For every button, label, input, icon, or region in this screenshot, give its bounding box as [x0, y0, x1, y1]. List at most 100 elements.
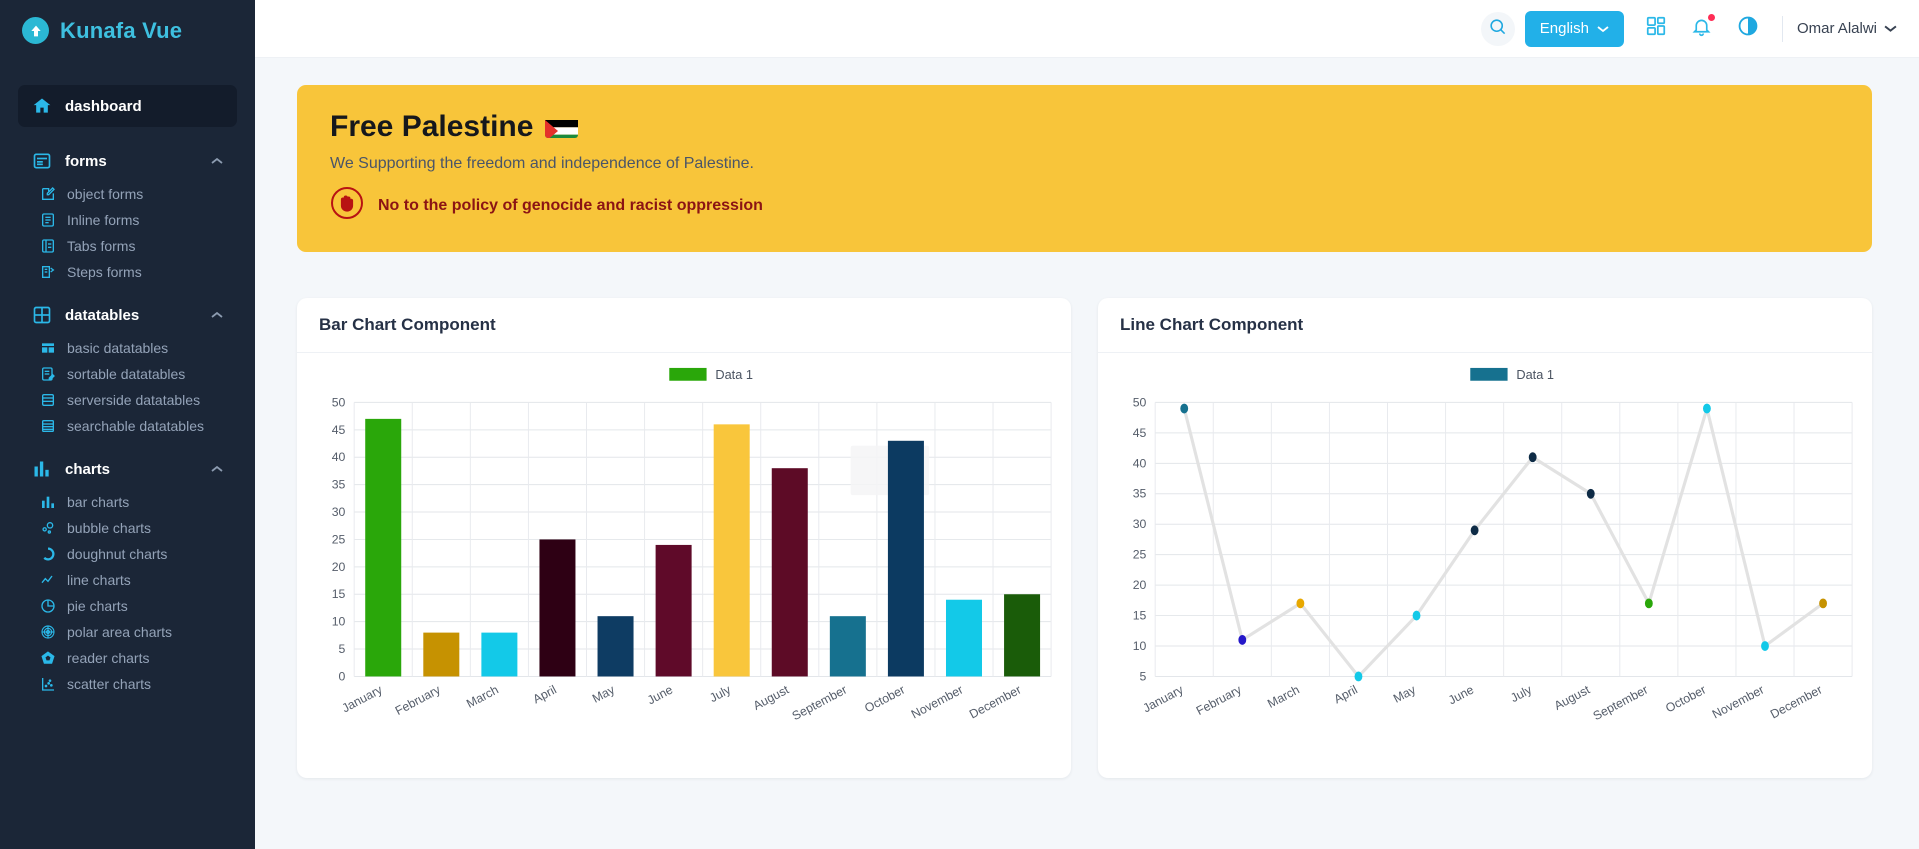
sidebar-item-label: reader charts [67, 650, 150, 666]
svg-text:December: December [1768, 682, 1824, 721]
bar-chart-title: Bar Chart Component [297, 298, 1071, 353]
sidebar-item-inline-forms[interactable]: Inline forms [18, 207, 237, 233]
chevron-down-icon [1884, 20, 1897, 37]
svg-text:December: December [967, 682, 1023, 721]
sidebar-item-serverside-datatables[interactable]: serverside datatables [18, 387, 237, 413]
chevron-up-icon[interactable] [211, 155, 223, 167]
svg-text:40: 40 [1133, 456, 1147, 470]
sidebar-item-label: dashboard [65, 97, 142, 115]
line-chart-svg[interactable]: Data 1 5 10 15 20 25 30 35 40 45 50 January February… [1112, 363, 1858, 777]
sidebar-item-line-charts[interactable]: line charts [18, 567, 237, 593]
sidebar-item-label: polar area charts [67, 624, 173, 640]
svg-text:November: November [909, 682, 965, 721]
user-menu[interactable]: Omar Alalwi [1797, 20, 1897, 37]
sidebar-item-bar-charts[interactable]: bar charts [18, 489, 237, 515]
sidebar-item-searchable-datatables[interactable]: searchable datatables [18, 413, 237, 439]
tabs-icon [40, 238, 56, 254]
arrow-up-circle-icon [22, 17, 49, 44]
sidebar-item-reader-charts[interactable]: reader charts [18, 645, 237, 671]
steps-icon [40, 264, 56, 280]
sidebar-item-tabs-forms[interactable]: Tabs forms [18, 233, 237, 259]
chevron-up-icon[interactable] [211, 309, 223, 321]
svg-text:April: April [531, 682, 559, 706]
sidebar-item-label: sortable datatables [67, 366, 186, 382]
sort-edit-icon [40, 366, 56, 382]
bar-chart-svg[interactable]: Data 1 0 5 10 15 20 25 30 35 40 45 50 January Februar… [311, 363, 1057, 777]
sidebar-item-pie-charts[interactable]: pie charts [18, 593, 237, 619]
svg-text:50: 50 [1133, 395, 1147, 409]
svg-text:30: 30 [332, 505, 346, 519]
doughnut-chart-icon [40, 546, 56, 562]
edit-square-icon [40, 186, 56, 202]
svg-text:45: 45 [332, 423, 346, 437]
brand-name: Kunafa Vue [60, 17, 183, 43]
sidebar-item-polar-area-charts[interactable]: polar area charts [18, 619, 237, 645]
svg-text:35: 35 [1133, 487, 1147, 501]
palestine-flag-icon [545, 116, 579, 138]
main-area: English [255, 0, 1919, 849]
svg-text:20: 20 [332, 560, 346, 574]
bar-chart-icon [40, 494, 56, 510]
svg-text:July: July [1508, 682, 1535, 705]
sidebar-group-label: charts [65, 460, 111, 478]
rows-icon [40, 418, 56, 434]
svg-text:August: August [751, 682, 792, 713]
line-chart-title: Line Chart Component [1098, 298, 1872, 353]
search-button[interactable] [1480, 11, 1515, 46]
svg-text:40: 40 [332, 450, 346, 464]
sidebar-group-label: datatables [65, 306, 140, 324]
sidebar-group-charts[interactable]: charts [18, 449, 237, 489]
sidebar-item-dashboard[interactable]: dashboard [18, 85, 237, 127]
svg-text:15: 15 [1133, 608, 1147, 622]
banner-statement: No to the policy of genocide and racist … [378, 196, 763, 214]
sidebar-item-sortable-datatables[interactable]: sortable datatables [18, 361, 237, 387]
apps-button[interactable] [1638, 11, 1674, 47]
svg-text:50: 50 [332, 395, 346, 409]
language-label: English [1539, 20, 1589, 37]
language-selector[interactable]: English [1524, 10, 1624, 47]
theme-toggle-button[interactable] [1730, 11, 1766, 47]
notifications-button[interactable] [1684, 11, 1720, 47]
sidebar-group-forms[interactable]: forms [18, 141, 237, 181]
sidebar-item-bubble-charts[interactable]: bubble charts [18, 515, 237, 541]
chevron-up-icon[interactable] [211, 463, 223, 475]
banner-statement-row: No to the policy of genocide and racist … [330, 186, 1842, 225]
sidebar-item-label: serverside datatables [67, 392, 201, 408]
polar-area-icon [40, 624, 56, 640]
table-grid-icon [32, 305, 52, 325]
bell-icon [1691, 16, 1712, 42]
sidebar-item-steps-forms[interactable]: Steps forms [18, 259, 237, 285]
svg-text:10: 10 [1133, 639, 1147, 653]
bar-chart[interactable]: Data 1 0 5 10 15 20 25 30 35 40 45 50 January Februar… [311, 363, 1057, 777]
svg-text:10: 10 [332, 615, 346, 629]
svg-text:15: 15 [332, 587, 346, 601]
svg-text:January: January [1141, 682, 1187, 715]
grid-small-icon [40, 340, 56, 356]
spacer [18, 285, 237, 295]
sidebar-item-label: Steps forms [67, 264, 142, 280]
line-chart[interactable]: Data 1 5 10 15 20 25 30 35 40 45 50 January February… [1112, 363, 1858, 777]
charts-row: Bar Chart Component Data 1 0 5 10 15 20 25 30 35… [297, 298, 1872, 778]
svg-text:May: May [1391, 682, 1419, 706]
svg-text:25: 25 [1133, 548, 1147, 562]
svg-text:September: September [790, 682, 849, 723]
svg-text:January: January [340, 682, 386, 715]
free-palestine-banner: Free Palestine We Supporting the freedom… [297, 85, 1872, 252]
sidebar-nav: dashboard forms object forms [0, 85, 255, 697]
divider [1781, 15, 1783, 42]
svg-text:5: 5 [1140, 669, 1147, 683]
sidebar-item-doughnut-charts[interactable]: doughnut charts [18, 541, 237, 567]
page-content: Free Palestine We Supporting the freedom… [255, 58, 1919, 849]
sidebar-item-object-forms[interactable]: object forms [18, 181, 237, 207]
svg-text:March: March [464, 682, 501, 711]
sidebar-item-label: Tabs forms [67, 238, 136, 254]
sidebar-item-basic-datatables[interactable]: basic datatables [18, 335, 237, 361]
inline-list-icon [40, 212, 56, 228]
form-icon [32, 151, 52, 171]
page-title: Free Palestine [330, 110, 534, 143]
sidebar-item-scatter-charts[interactable]: scatter charts [18, 671, 237, 697]
user-name: Omar Alalwi [1796, 20, 1877, 37]
brand[interactable]: Kunafa Vue [0, 0, 255, 61]
sidebar-group-datatables[interactable]: datatables [18, 295, 237, 335]
line-chart-card: Line Chart Component Data 1 5 10 15 20 25 30 35… [1098, 298, 1872, 778]
